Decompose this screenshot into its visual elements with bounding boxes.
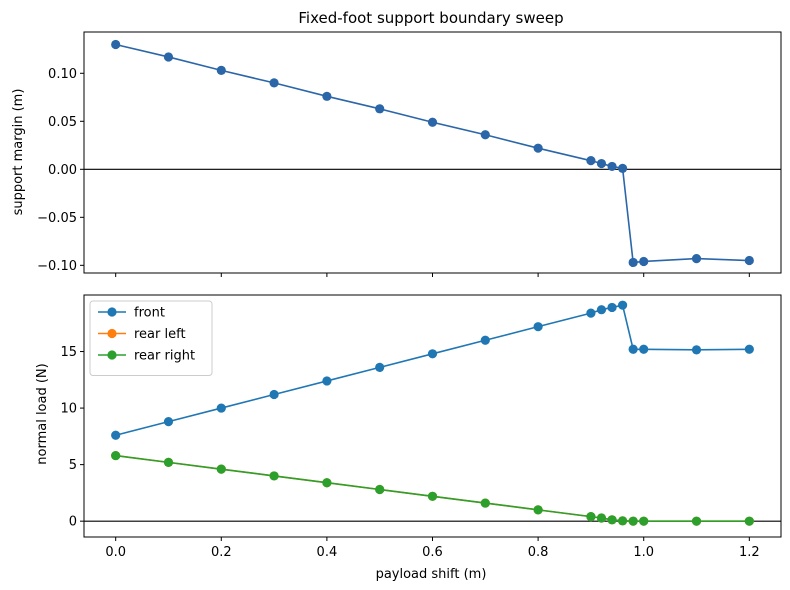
data-point (322, 376, 332, 386)
data-point (596, 305, 607, 315)
data-point (269, 78, 279, 88)
data-point (111, 430, 121, 440)
data-point (375, 104, 385, 114)
y-tick-label: 10 (60, 402, 77, 417)
data-point (533, 143, 543, 153)
data-point (596, 158, 607, 169)
x-tick-label: 0.4 (317, 545, 338, 560)
legend: front rear left rear right (89, 300, 213, 376)
data-point (163, 457, 174, 467)
x-tick-label: 1.0 (633, 545, 654, 560)
data-point (216, 464, 226, 474)
x-tick-label: 0.0 (105, 545, 126, 560)
series-line (115, 454, 750, 522)
y-tick-label: 0.00 (48, 163, 77, 178)
legend-label: front (134, 306, 165, 321)
data-point (744, 255, 754, 266)
data-point (744, 516, 754, 526)
data-point (111, 39, 121, 50)
data-point (163, 417, 174, 427)
rear-right-series (111, 450, 754, 526)
y-tick-label: −0.05 (37, 211, 77, 226)
data-point (480, 498, 490, 508)
legend-marker (107, 328, 117, 339)
data-point (607, 161, 617, 172)
legend-box (89, 300, 213, 376)
data-point (639, 256, 649, 267)
data-point (216, 65, 226, 76)
series-line (115, 454, 750, 522)
y-tick-label: 5 (69, 458, 77, 473)
y-tick-label: −0.10 (37, 259, 77, 274)
y-tick-label: 15 (60, 345, 77, 360)
data-point (322, 478, 332, 488)
data-point (607, 515, 617, 525)
front-series (111, 300, 754, 440)
data-point (744, 344, 754, 354)
data-point (639, 344, 649, 354)
legend-marker (107, 307, 117, 317)
x-tick-label: 1.2 (739, 545, 760, 560)
data-point (596, 513, 607, 523)
x-tick-label: 0.8 (528, 545, 549, 560)
data-point (480, 335, 490, 345)
top-plot-frame (83, 31, 782, 274)
x-tick-label: 0.6 (422, 545, 443, 560)
y-tick-label: 0 (69, 515, 77, 530)
data-point (322, 91, 332, 101)
data-point (375, 484, 385, 495)
data-point (617, 300, 628, 310)
y-tick-label: 0.05 (48, 115, 77, 130)
data-point (691, 516, 702, 526)
chart-title: Fixed-foot support boundary sweep (298, 9, 563, 27)
data-point (480, 130, 490, 140)
legend-label: rear left (134, 327, 186, 342)
data-point (628, 516, 638, 526)
data-point (111, 450, 121, 461)
data-point (586, 156, 596, 166)
data-point (533, 505, 543, 515)
data-point (607, 302, 617, 313)
top-y-axis-label: support margin (m) (11, 89, 26, 216)
data-point (375, 362, 385, 372)
x-tick-label: 0.2 (211, 545, 232, 560)
data-point (269, 389, 279, 400)
data-point (427, 349, 438, 359)
data-point (427, 117, 438, 127)
data-point (163, 52, 174, 62)
legend-marker (107, 350, 117, 360)
data-point (628, 344, 638, 354)
data-point (269, 471, 279, 481)
data-point (617, 516, 628, 526)
y-tick-label: 0.10 (48, 67, 77, 82)
data-point (639, 516, 649, 526)
data-point (586, 308, 596, 318)
series-line (115, 43, 750, 264)
rear-left-series (111, 450, 754, 526)
data-point (628, 257, 638, 268)
x-axis-label: payload shift (m) (376, 567, 487, 582)
legend-label: rear right (134, 349, 195, 364)
data-point (691, 345, 702, 355)
data-point (691, 253, 702, 264)
top-margin-series (111, 39, 754, 268)
bottom-y-axis-label: normal load (N) (35, 363, 50, 464)
normal-load-panel: normal load (N) payload shift (m) 0 5 10 15… (35, 294, 782, 582)
data-point (617, 163, 628, 173)
data-point (216, 403, 226, 413)
data-point (586, 512, 596, 522)
data-point (533, 322, 543, 332)
support-margin-panel: support margin (m) −0.10 −0.05 0.00 0.05 0.1… (11, 31, 782, 277)
data-point (427, 491, 438, 501)
